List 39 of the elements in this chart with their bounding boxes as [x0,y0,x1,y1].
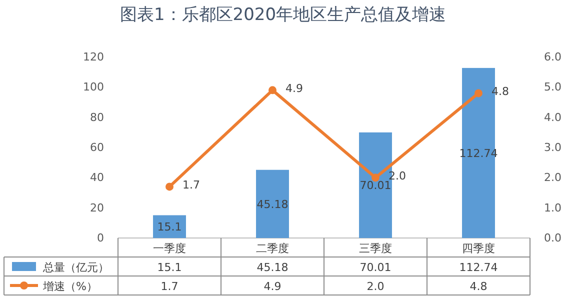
text: 1.7 [182,178,200,192]
y2-tick-label: 0.0 [544,232,562,245]
y2-tick-label: 5.0 [544,80,562,94]
data-label: 1.7 [160,280,178,293]
x-tick-label: 二季度 [256,242,289,255]
data-label: 4.8 [470,280,488,293]
y-tick-label: 0 [97,232,104,245]
point [268,86,276,94]
text: 70.01 [360,179,392,192]
y-tick-label: 80 [90,110,104,124]
y-tick-label: 20 [90,201,104,214]
y-tick-label: 120 [83,50,104,64]
text: 4.9 [286,82,303,96]
data-label: 2.0 [366,280,384,293]
x-tick-label: 四季度 [462,242,495,255]
data-label: 45.18 [256,261,288,274]
data-label: 112.74 [459,261,498,274]
data-label: 4.9 [264,280,282,293]
x-tick-label: 一季度 [153,242,186,255]
bar [256,170,289,238]
point [474,89,482,98]
y2-tick-label: 1.0 [544,201,562,214]
y2-tick-label: 6.0 [544,50,562,64]
text: 45.18 [256,198,288,211]
chart-title: 图表1：乐都区2020年地区生产总值及增速 [120,5,446,25]
y-tick-label: 100 [83,80,104,94]
y2-tick-label: 2.0 [544,171,562,184]
y-tick-label: 60 [90,141,104,154]
data-label: 70.01 [360,261,392,274]
x-tick-label: 三季度 [359,242,392,255]
y-tick-label: 40 [90,171,104,184]
data-label: 15.1 [157,261,182,274]
bar [153,215,186,238]
y2-tick-label: 3.0 [544,141,562,154]
point [166,182,174,191]
legend-label: 总量（亿元） [42,261,109,274]
text: 15.1 [157,220,182,234]
y2-tick-label: 4.0 [544,110,562,124]
legend-label: 增速（%） [42,280,98,293]
